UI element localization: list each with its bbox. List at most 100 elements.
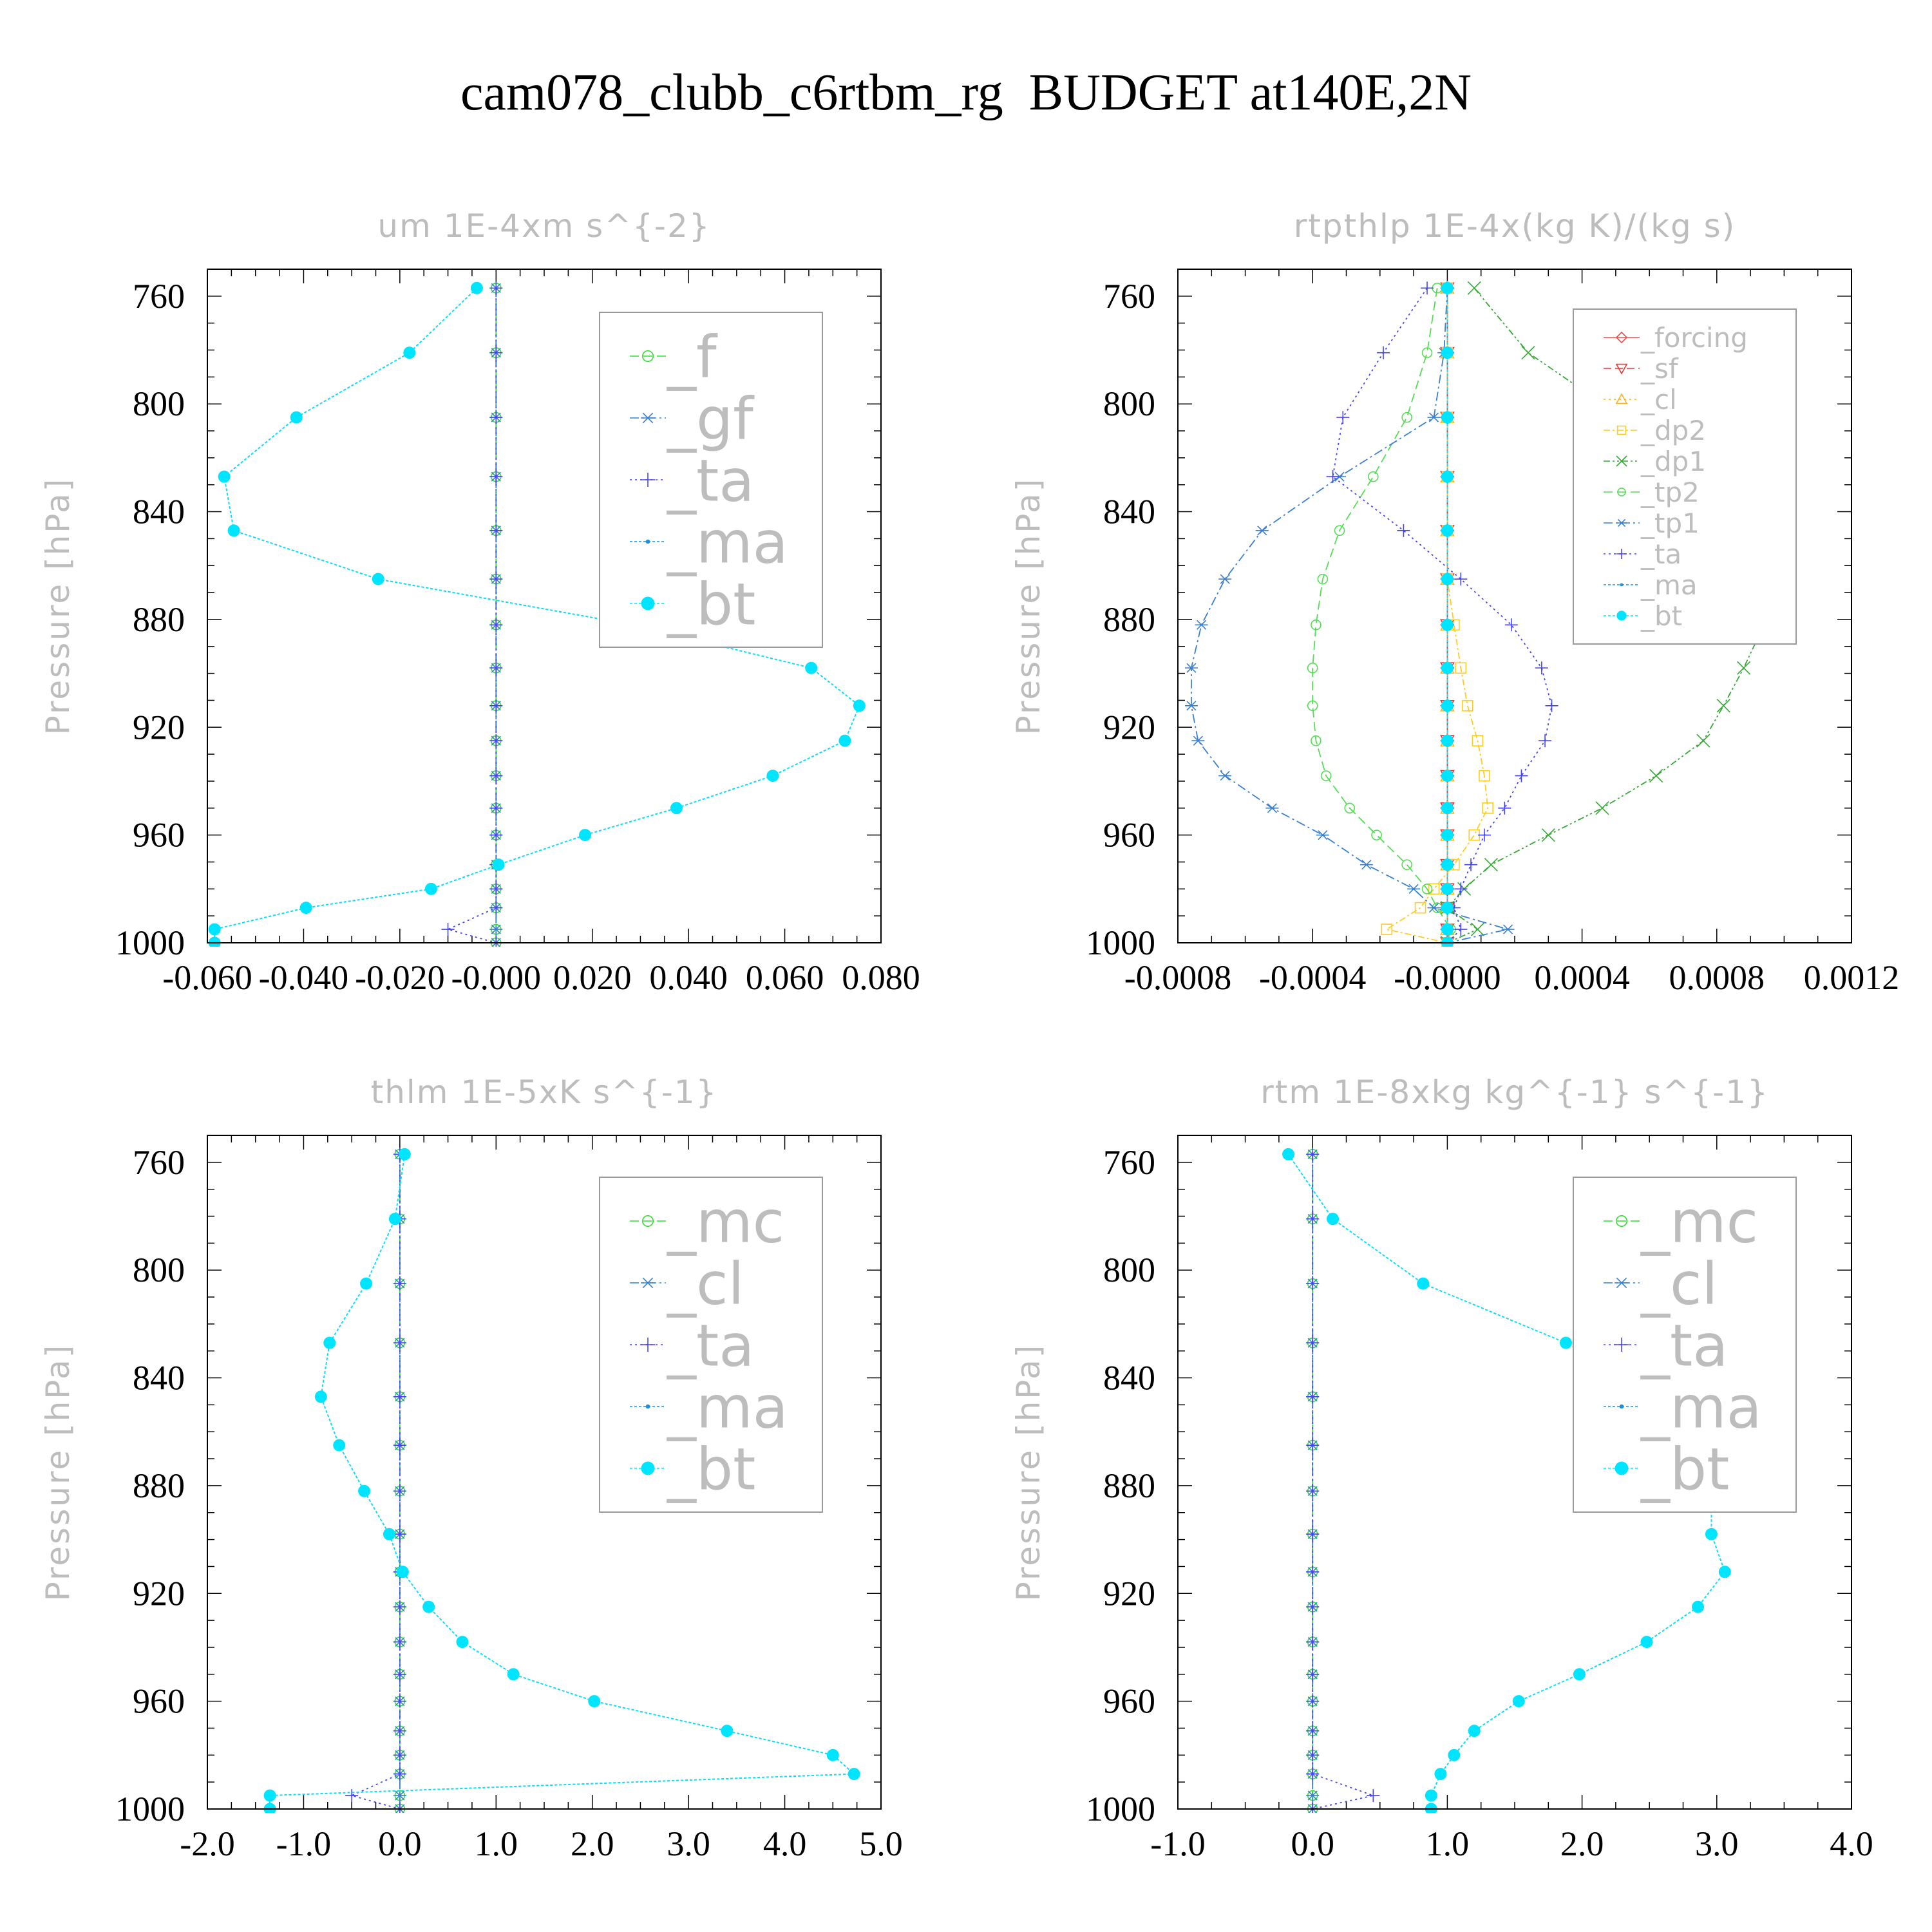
legend-label-ta: _ta — [667, 447, 754, 515]
panel-rtm: rtm 1E-8xkg kg^{-1} s^{-1} Pressure [hPa]… — [1010, 1074, 1873, 1863]
series-bt — [1282, 1148, 1731, 1813]
legend-label-ta: _ta — [1640, 538, 1681, 570]
legend-marker-tp1 — [1616, 518, 1627, 527]
bt-point — [383, 1528, 395, 1540]
thlm-y-tick-label: 800 — [133, 1251, 185, 1289]
bt-point — [358, 1484, 371, 1497]
cl-point — [1306, 1790, 1320, 1801]
legend-marker-gf — [641, 412, 655, 424]
rtm-y-tick-label: 760 — [1103, 1143, 1155, 1182]
bt-point — [1573, 1668, 1586, 1681]
bt-point — [422, 1600, 435, 1613]
ta-point — [1306, 1390, 1320, 1403]
bt-point — [398, 1148, 411, 1160]
bt-line — [1287, 1153, 1726, 1809]
tp2-point — [1317, 573, 1329, 585]
tp1-point — [1184, 701, 1198, 711]
ta-point — [393, 1767, 406, 1781]
ta-point — [489, 699, 503, 712]
um-legend: _f_gf_ta_ma_bt — [599, 312, 823, 648]
dp1-point — [1470, 922, 1485, 936]
bt-point — [208, 923, 221, 936]
bt-point — [1705, 1528, 1718, 1540]
bt-point — [805, 661, 818, 674]
ta-point — [489, 828, 503, 842]
bt-point — [299, 902, 312, 914]
bt-point — [1441, 699, 1454, 712]
ta-point — [489, 801, 503, 815]
rtm-y-tick-label: 1000 — [1086, 1790, 1155, 1828]
bt-point — [1441, 734, 1454, 747]
legend-marker-cl — [1615, 1277, 1629, 1289]
bt-point — [826, 1748, 839, 1761]
bt-point — [1441, 524, 1454, 537]
dp2-point — [1482, 802, 1493, 814]
tp1-point — [1191, 735, 1205, 746]
legend-label-dp2: _dp2 — [1640, 415, 1706, 446]
bt-point — [1441, 346, 1454, 359]
legend-marker-ma — [1620, 583, 1624, 587]
series-bt — [1441, 281, 1454, 947]
ta-point — [1539, 734, 1552, 748]
ta-point — [1464, 858, 1478, 871]
bt-point — [838, 734, 851, 747]
rtpthlp-y-tick-label: 960 — [1103, 816, 1155, 855]
ta-point — [393, 1635, 406, 1649]
bt-point — [1441, 411, 1454, 424]
legend-marker-bt — [641, 596, 655, 611]
rtm-panel-title: rtm 1E-8xkg kg^{-1} s^{-1} — [1260, 1074, 1769, 1111]
ta-point — [489, 524, 503, 537]
um-x-tick-label: -0.040 — [259, 958, 348, 997]
ta-point — [1477, 828, 1491, 842]
um-y-tick-label: 1000 — [115, 923, 185, 962]
rtpthlp-y-tick-label: 760 — [1103, 277, 1155, 316]
tp2-point — [1311, 735, 1321, 746]
ta-point — [489, 573, 503, 586]
legend-label-dp1: _dp1 — [1640, 446, 1706, 477]
bt-point — [848, 1768, 860, 1781]
thlm-x-tick-label: -2.0 — [180, 1824, 234, 1863]
legend-marker-dp1 — [1616, 455, 1627, 467]
thlm-x-tick-label: 2.0 — [571, 1824, 614, 1863]
thlm-panel-title: thlm 1E-5xK s^{-1} — [371, 1074, 718, 1111]
ta-point — [1306, 1439, 1320, 1452]
bt-point — [721, 1725, 734, 1738]
thlm-y-tick-label: 840 — [133, 1359, 185, 1397]
thlm-y-tick-label: 760 — [133, 1143, 185, 1182]
rtm-y-tick-label: 800 — [1103, 1251, 1155, 1289]
legend-marker-ta — [1616, 549, 1627, 559]
um-panel-title: um 1E-4xm s^{-2} — [377, 207, 710, 245]
panel-thlm: thlm 1E-5xK s^{-1} Pressure [hPa] 760 800 84… — [39, 1074, 903, 1863]
bt-point — [766, 770, 779, 782]
bt-point — [1441, 618, 1454, 631]
thlm-x-tick-label: 3.0 — [667, 1824, 710, 1863]
cl-point — [393, 1790, 406, 1801]
rtpthlp-x-tick-label: 0.0004 — [1534, 958, 1630, 997]
rtm-x-tick-label: -1.0 — [1150, 1824, 1205, 1863]
um-y-tick-label: 840 — [133, 493, 185, 531]
ta-point — [489, 882, 503, 896]
series-bt — [263, 1148, 860, 1813]
bt-point — [290, 411, 303, 424]
dp2-point — [1414, 902, 1426, 914]
rtpthlp-x-tick-label: -0.0008 — [1124, 958, 1231, 997]
legend-label-forcing: _forcing — [1640, 322, 1748, 354]
ta-point — [1545, 699, 1558, 712]
bt-point — [1441, 281, 1454, 294]
bt-point — [470, 281, 483, 294]
legend-marker-sf — [1615, 363, 1628, 375]
dp1-point — [1696, 734, 1710, 748]
ta-point — [489, 901, 503, 914]
legend-marker-f — [641, 350, 654, 363]
dp1-point — [1716, 699, 1730, 713]
bt-point — [323, 1336, 336, 1349]
bt-point — [1434, 1768, 1447, 1781]
tp2-point — [1344, 802, 1356, 814]
um-y-tick-label: 880 — [133, 600, 185, 639]
ta-point — [1498, 801, 1511, 815]
tp2-point — [1371, 829, 1382, 840]
tp1-point — [1218, 574, 1232, 584]
legend-label-tp2: _tp2 — [1640, 477, 1700, 508]
dp2-point — [1428, 883, 1440, 895]
rtm-y-tick-label: 960 — [1103, 1682, 1155, 1721]
